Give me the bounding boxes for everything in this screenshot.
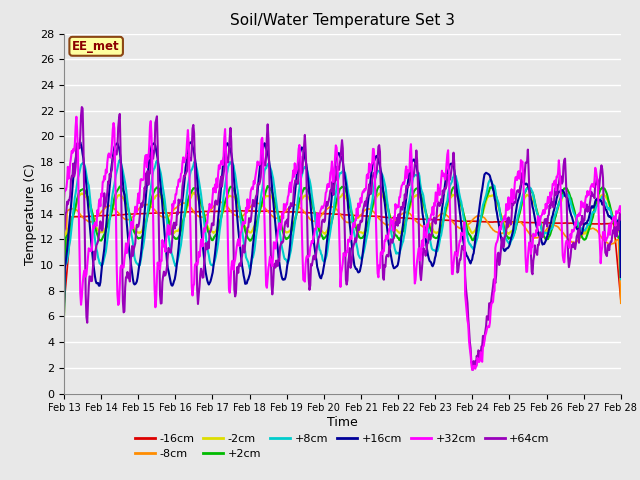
-8cm [216, 199, 223, 205]
+16cm [617, 274, 625, 280]
+2cm [127, 219, 135, 225]
Text: EE_met: EE_met [72, 40, 120, 53]
+8cm [428, 242, 435, 248]
-16cm [617, 297, 625, 303]
+8cm [214, 240, 222, 246]
+2cm [264, 183, 271, 189]
+8cm [60, 302, 68, 308]
-2cm [190, 190, 198, 195]
+8cm [185, 179, 193, 184]
+64cm [78, 104, 86, 110]
+64cm [185, 156, 193, 161]
+32cm [617, 209, 625, 215]
-16cm [70, 214, 78, 220]
-16cm [127, 211, 135, 217]
+2cm [70, 210, 78, 216]
Line: +2cm: +2cm [64, 186, 621, 316]
+64cm [70, 174, 78, 180]
-2cm [617, 270, 625, 276]
Y-axis label: Temperature (C): Temperature (C) [24, 163, 37, 264]
-16cm [60, 302, 68, 308]
+8cm [617, 276, 625, 282]
-8cm [411, 217, 419, 223]
-2cm [411, 193, 419, 199]
+32cm [428, 212, 435, 217]
X-axis label: Time: Time [327, 416, 358, 429]
-8cm [127, 215, 135, 221]
+64cm [428, 233, 435, 239]
-8cm [60, 301, 68, 307]
-2cm [184, 201, 192, 207]
+16cm [428, 260, 435, 265]
+16cm [214, 216, 222, 222]
Line: -8cm: -8cm [64, 202, 621, 304]
+8cm [411, 172, 419, 178]
-16cm [428, 216, 435, 222]
-16cm [411, 216, 419, 222]
-8cm [428, 221, 435, 227]
+16cm [60, 309, 68, 315]
+2cm [184, 197, 192, 203]
+32cm [60, 198, 68, 204]
+2cm [428, 228, 435, 233]
-8cm [617, 300, 625, 306]
Line: -16cm: -16cm [64, 211, 621, 305]
+2cm [411, 187, 419, 193]
+8cm [70, 202, 78, 207]
-8cm [184, 202, 192, 207]
Line: +32cm: +32cm [64, 117, 621, 370]
+64cm [214, 198, 222, 204]
+16cm [70, 167, 78, 173]
Legend: -16cm, -8cm, -2cm, +2cm, +8cm, +16cm, +32cm, +64cm: -16cm, -8cm, -2cm, +2cm, +8cm, +16cm, +3… [131, 429, 554, 464]
+64cm [411, 162, 419, 168]
-2cm [60, 312, 68, 318]
+16cm [185, 144, 193, 150]
-2cm [70, 210, 78, 216]
+32cm [185, 140, 193, 146]
-16cm [236, 208, 244, 214]
+16cm [411, 159, 419, 165]
+32cm [411, 281, 419, 287]
+64cm [617, 216, 625, 222]
+16cm [76, 139, 84, 145]
+32cm [214, 171, 222, 177]
+8cm [128, 235, 136, 240]
-16cm [184, 209, 192, 215]
-8cm [70, 206, 78, 212]
+2cm [60, 313, 68, 319]
-8cm [214, 200, 221, 206]
Line: -2cm: -2cm [64, 192, 621, 315]
Line: +8cm: +8cm [64, 160, 621, 305]
+32cm [468, 367, 476, 373]
+2cm [214, 229, 221, 235]
+32cm [72, 114, 80, 120]
-2cm [428, 224, 435, 229]
+32cm [70, 148, 78, 154]
+32cm [128, 223, 136, 228]
-2cm [127, 217, 135, 223]
+64cm [469, 367, 477, 372]
Line: +64cm: +64cm [64, 107, 621, 370]
+64cm [128, 243, 136, 249]
+8cm [116, 157, 124, 163]
+16cm [128, 271, 136, 276]
Line: +16cm: +16cm [64, 142, 621, 312]
-2cm [214, 223, 222, 228]
+2cm [617, 275, 625, 280]
+64cm [60, 229, 68, 235]
Title: Soil/Water Temperature Set 3: Soil/Water Temperature Set 3 [230, 13, 455, 28]
-16cm [214, 208, 221, 214]
